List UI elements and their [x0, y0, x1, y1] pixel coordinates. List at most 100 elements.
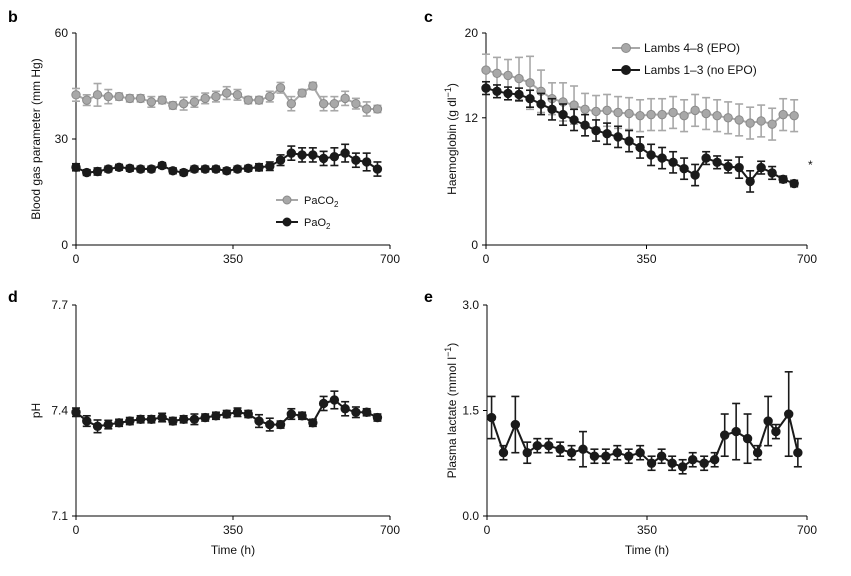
x-axis-label: Time (h): [211, 543, 255, 557]
data-point: [92, 421, 103, 432]
data-point: [635, 448, 645, 458]
data-point: [340, 148, 350, 158]
data-point: [522, 448, 532, 458]
series-grey: [71, 81, 383, 117]
data-point: [103, 164, 113, 174]
data-point: [723, 161, 733, 172]
data-point: [752, 448, 763, 458]
y-axis-label-superscript: −1: [443, 87, 453, 97]
legend-label: Lambs 4–8 (EPO): [644, 41, 740, 55]
data-point: [624, 108, 634, 119]
x-tick-label: 0: [483, 252, 490, 266]
data-point: [211, 91, 221, 102]
data-point: [679, 163, 689, 174]
data-point: [265, 161, 275, 171]
x-tick-label: 0: [73, 252, 80, 266]
data-point: [71, 90, 81, 100]
data-point: [200, 93, 210, 104]
data-point: [286, 409, 297, 419]
data-point: [498, 448, 509, 458]
data-point: [566, 448, 577, 458]
data-point: [481, 65, 491, 75]
data-point: [308, 150, 318, 160]
panel-b: b 0 30 60 0 350 700 Blood gas parameter (mm Hg)…: [8, 9, 400, 266]
y-tick-label: 0: [471, 238, 478, 252]
data-point: [514, 89, 524, 100]
data-point: [297, 88, 307, 98]
data-point: [731, 426, 741, 437]
legend-label: PaO2: [304, 217, 331, 231]
data-point: [723, 113, 733, 123]
data-point: [275, 419, 286, 430]
data-point: [135, 93, 146, 104]
data-point: [340, 93, 350, 104]
x-tick-label: 700: [380, 252, 400, 266]
data-point: [178, 414, 189, 424]
data-point: [591, 106, 601, 117]
data-point: [340, 404, 350, 414]
data-point: [286, 98, 297, 109]
data-point: [514, 73, 524, 84]
data-point: [254, 95, 264, 105]
data-point: [492, 86, 502, 97]
data-point: [168, 166, 178, 176]
data-point: [591, 125, 601, 136]
x-tick-label: 700: [797, 252, 817, 266]
y-axis-label-text: pH: [29, 403, 43, 418]
data-point: [297, 411, 307, 421]
data-point: [734, 162, 744, 173]
data-point: [612, 448, 622, 458]
data-point: [503, 88, 513, 99]
y-tick-label: 20: [465, 26, 479, 40]
data-point: [372, 104, 383, 114]
x-tick-label: 350: [223, 252, 243, 266]
data-point: [763, 416, 773, 426]
data-point: [712, 157, 722, 168]
data-point: [720, 430, 730, 440]
data-point: [690, 170, 700, 180]
data-point: [351, 407, 361, 417]
data-point: [656, 451, 667, 461]
data-point: [329, 395, 340, 405]
data-point: [532, 440, 542, 451]
data-point: [569, 115, 579, 125]
legend-label-subscript: 2: [326, 222, 331, 231]
data-point: [734, 115, 744, 125]
data-point: [71, 162, 81, 172]
significance-marker: *: [808, 158, 813, 172]
data-point: [103, 419, 113, 430]
data-point: [578, 444, 588, 454]
data-point: [92, 166, 103, 177]
data-point: [492, 68, 502, 78]
legend-label-text: PaCO: [304, 195, 334, 207]
data-point: [92, 90, 103, 100]
data-point: [569, 100, 579, 110]
data-point: [125, 93, 135, 104]
data-point: [712, 110, 722, 121]
data-point: [646, 150, 656, 160]
data-point: [657, 109, 667, 120]
y-axis-label-text: Haemoglobin (g dl: [445, 97, 459, 194]
data-point: [265, 91, 275, 102]
data-point: [699, 458, 709, 468]
data-point: [222, 409, 232, 419]
data-point: [297, 150, 307, 160]
y-tick-label: 12: [465, 111, 479, 125]
data-point: [275, 155, 286, 165]
data-point: [372, 412, 383, 423]
data-point: [351, 155, 361, 165]
legend-label-text: PaO: [304, 217, 326, 229]
data-point: [677, 462, 688, 472]
data-point: [103, 91, 113, 102]
x-tick-label: 350: [636, 252, 656, 266]
data-point: [318, 98, 329, 109]
data-point: [544, 440, 554, 451]
data-point: [580, 120, 590, 130]
series-black: [481, 80, 799, 193]
y-axis-label: Haemoglobin (g dl−1): [443, 83, 459, 195]
data-point: [178, 98, 189, 109]
data-point: [793, 448, 803, 458]
data-point: [756, 162, 766, 173]
data-point: [510, 419, 521, 430]
